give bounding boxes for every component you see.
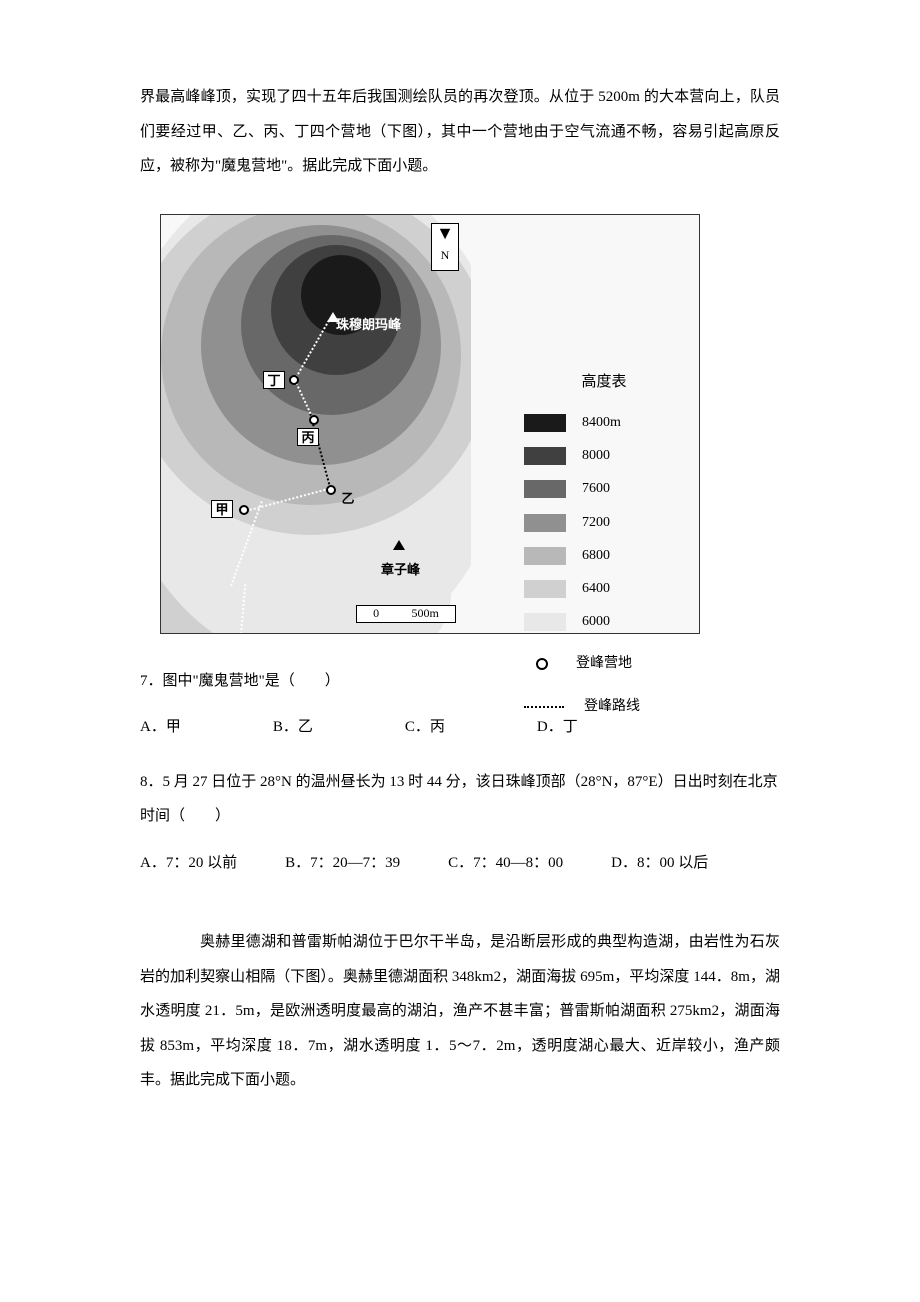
topographic-figure: 珠穆朗玛峰 章子峰 甲 乙 丙 丁 ▼ N 0 500m 高度表 8400m80… [160, 214, 700, 634]
intro-paragraph: 界最高峰峰顶，实现了四十五年后我国测绘队员的再次登顶。从位于 5200m 的大本… [140, 80, 780, 184]
legend-area: 高度表 8400m800076007200680064006000 登峰营地 登… [524, 365, 684, 723]
legend-swatch [524, 480, 566, 498]
legend-swatch [524, 447, 566, 465]
legend-elevation-value: 8000 [582, 440, 610, 472]
legend-title: 高度表 [524, 365, 684, 400]
camp-label-bing: 丙 [297, 428, 319, 446]
legend-elevation-row: 6800 [524, 540, 684, 572]
option-7a: A．甲 [140, 710, 181, 745]
camp-marker-ding [289, 375, 299, 385]
legend-elevation-value: 7600 [582, 473, 610, 505]
camp-marker-bing [309, 415, 319, 425]
legend-elevation-row: 6400 [524, 573, 684, 605]
figure-container: 珠穆朗玛峰 章子峰 甲 乙 丙 丁 ▼ N 0 500m 高度表 8400m80… [140, 214, 780, 634]
question-8-stem: 8．5 月 27 日位于 28°N 的温州昼长为 13 时 44 分，该日珠峰顶… [140, 765, 780, 834]
legend-elevation-value: 8400m [582, 407, 621, 439]
legend-elevation-value: 6800 [582, 540, 610, 572]
legend-route-row: 登峰路线 [524, 691, 684, 723]
camp-marker-yi [326, 485, 336, 495]
legend-swatch [524, 547, 566, 565]
option-8d: D．8：00 以后 [611, 846, 708, 881]
option-7b: B．乙 [273, 710, 313, 745]
question-8-options: A．7：20 以前 B．7：20—7：39 C．7：40—8：00 D．8：00… [140, 846, 780, 881]
legend-elevation-row: 8000 [524, 440, 684, 472]
peak-label-zhangzifeng: 章子峰 [381, 555, 420, 585]
legend-elevation-value: 7200 [582, 507, 610, 539]
camp-symbol-icon [536, 658, 548, 670]
legend-swatch [524, 414, 566, 432]
legend-elevation-row: 7200 [524, 507, 684, 539]
legend-camp-row: 登峰营地 [524, 648, 684, 680]
legend-swatch [524, 580, 566, 598]
legend-elevation-row: 8400m [524, 407, 684, 439]
option-8b: B．7：20—7：39 [285, 846, 400, 881]
passage-2: 奥赫里德湖和普雷斯帕湖位于巴尔干半岛，是沿断层形成的典型构造湖，由岩性为石灰岩的… [140, 925, 780, 1098]
legend-elevation-value: 6400 [582, 573, 610, 605]
compass-icon: ▼ N [431, 223, 459, 271]
peak-label-zhumulangma: 珠穆朗玛峰 [336, 310, 401, 340]
route-symbol-icon [524, 706, 564, 708]
legend-swatch [524, 613, 566, 631]
question-7-options: A．甲 B．乙 C．丙 D．丁 [140, 710, 780, 745]
legend-elevation-row: 6000 [524, 606, 684, 638]
peak-marker-icon [393, 540, 405, 550]
compass-arrow-icon: ▼ [436, 224, 454, 242]
question-7-stem: 7．图中"魔鬼营地"是（ ） [140, 664, 780, 699]
legend-camp-label: 登峰营地 [576, 648, 632, 680]
compass-label: N [441, 242, 450, 270]
option-7c: C．丙 [405, 710, 445, 745]
camp-label-yi: 乙 [337, 490, 359, 508]
scale-zero: 0 [373, 600, 379, 628]
camp-label-jia: 甲 [211, 500, 233, 518]
camp-label-ding: 丁 [263, 371, 285, 389]
map-area: 珠穆朗玛峰 章子峰 甲 乙 丙 丁 ▼ N 0 500m [161, 215, 471, 633]
legend-route-label: 登峰路线 [584, 691, 640, 723]
legend-elevation-value: 6000 [582, 606, 610, 638]
option-8a: A．7：20 以前 [140, 846, 237, 881]
legend-swatch [524, 514, 566, 532]
scale-bar: 0 500m [356, 605, 456, 623]
camp-marker-jia [239, 505, 249, 515]
scale-value: 500m [411, 600, 438, 628]
legend-elevation-row: 7600 [524, 473, 684, 505]
option-8c: C．7：40—8：00 [448, 846, 563, 881]
